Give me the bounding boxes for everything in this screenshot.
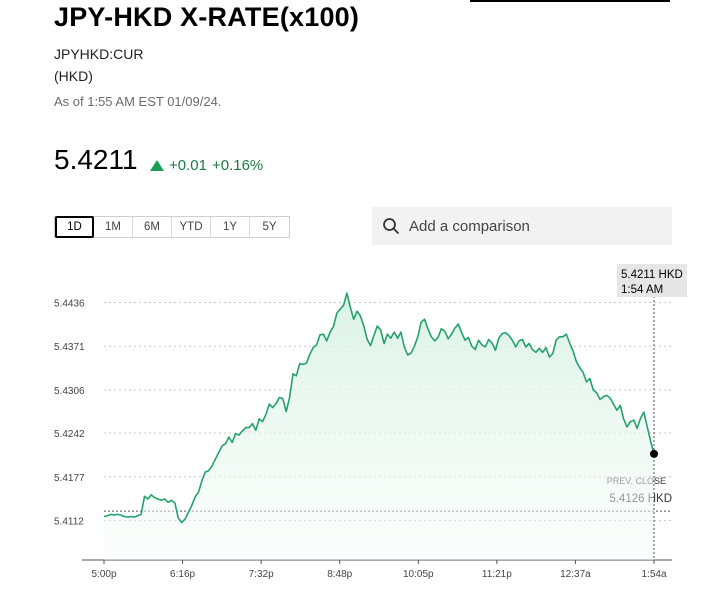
y-tick-label: 5.4112: [54, 517, 84, 528]
cursor-tooltip: [617, 264, 687, 297]
comparison-search[interactable]: [372, 207, 672, 245]
change-percent: +0.16%: [211, 157, 264, 174]
y-tick-label: 5.4177: [54, 473, 85, 484]
x-tick-label: 7:32p: [249, 569, 274, 580]
series-area: [104, 293, 654, 560]
y-tick-label: 5.4242: [54, 429, 85, 440]
ticker-symbol: JPYHKD:CUR: [54, 46, 144, 62]
x-tick-label: 10:05p: [403, 569, 434, 580]
change-value: +0.01: [169, 157, 207, 174]
cursor-value: 5.4211 HKD: [621, 269, 683, 281]
page-title: JPY-HKD X-RATE(x100): [54, 2, 360, 32]
price-change: +0.01 +0.16%: [150, 157, 263, 174]
range-1y-button[interactable]: 1Y: [211, 217, 250, 237]
x-tick-label: 8:48p: [327, 569, 352, 580]
series-line: [103, 292, 655, 524]
x-tick-label: 6:16p: [170, 569, 195, 580]
y-tick-label: 5.4306: [54, 386, 85, 397]
top-border: [470, 0, 670, 2]
range-6m-button[interactable]: 6M: [133, 217, 172, 237]
y-tick-label: 5.4436: [54, 299, 85, 310]
x-tick-label: 5:00p: [91, 569, 116, 580]
currency-label: (HKD): [54, 68, 93, 84]
range-1d-button[interactable]: 1D: [55, 216, 94, 238]
search-icon: [383, 218, 399, 234]
range-ytd-button[interactable]: YTD: [172, 217, 211, 237]
as-of-timestamp: As of 1:55 AM EST 01/09/24.: [54, 94, 222, 109]
comparison-input[interactable]: [407, 216, 661, 236]
range-selector: 1D 1M 6M YTD 1Y 5Y: [54, 216, 290, 238]
up-arrow-icon: [150, 160, 164, 171]
x-tick-label: 12:37a: [560, 569, 591, 580]
x-tick-label: 1:54a: [641, 569, 666, 580]
current-price: 5.4211: [54, 144, 138, 175]
x-tick-label: 11:21p: [482, 569, 512, 580]
y-tick-label: 5.4371: [54, 342, 85, 353]
range-5y-button[interactable]: 5Y: [262, 221, 277, 233]
last-point-marker: [650, 449, 658, 458]
range-1m-button[interactable]: 1M: [94, 217, 133, 237]
cursor-time: 1:54 AM: [621, 284, 663, 296]
